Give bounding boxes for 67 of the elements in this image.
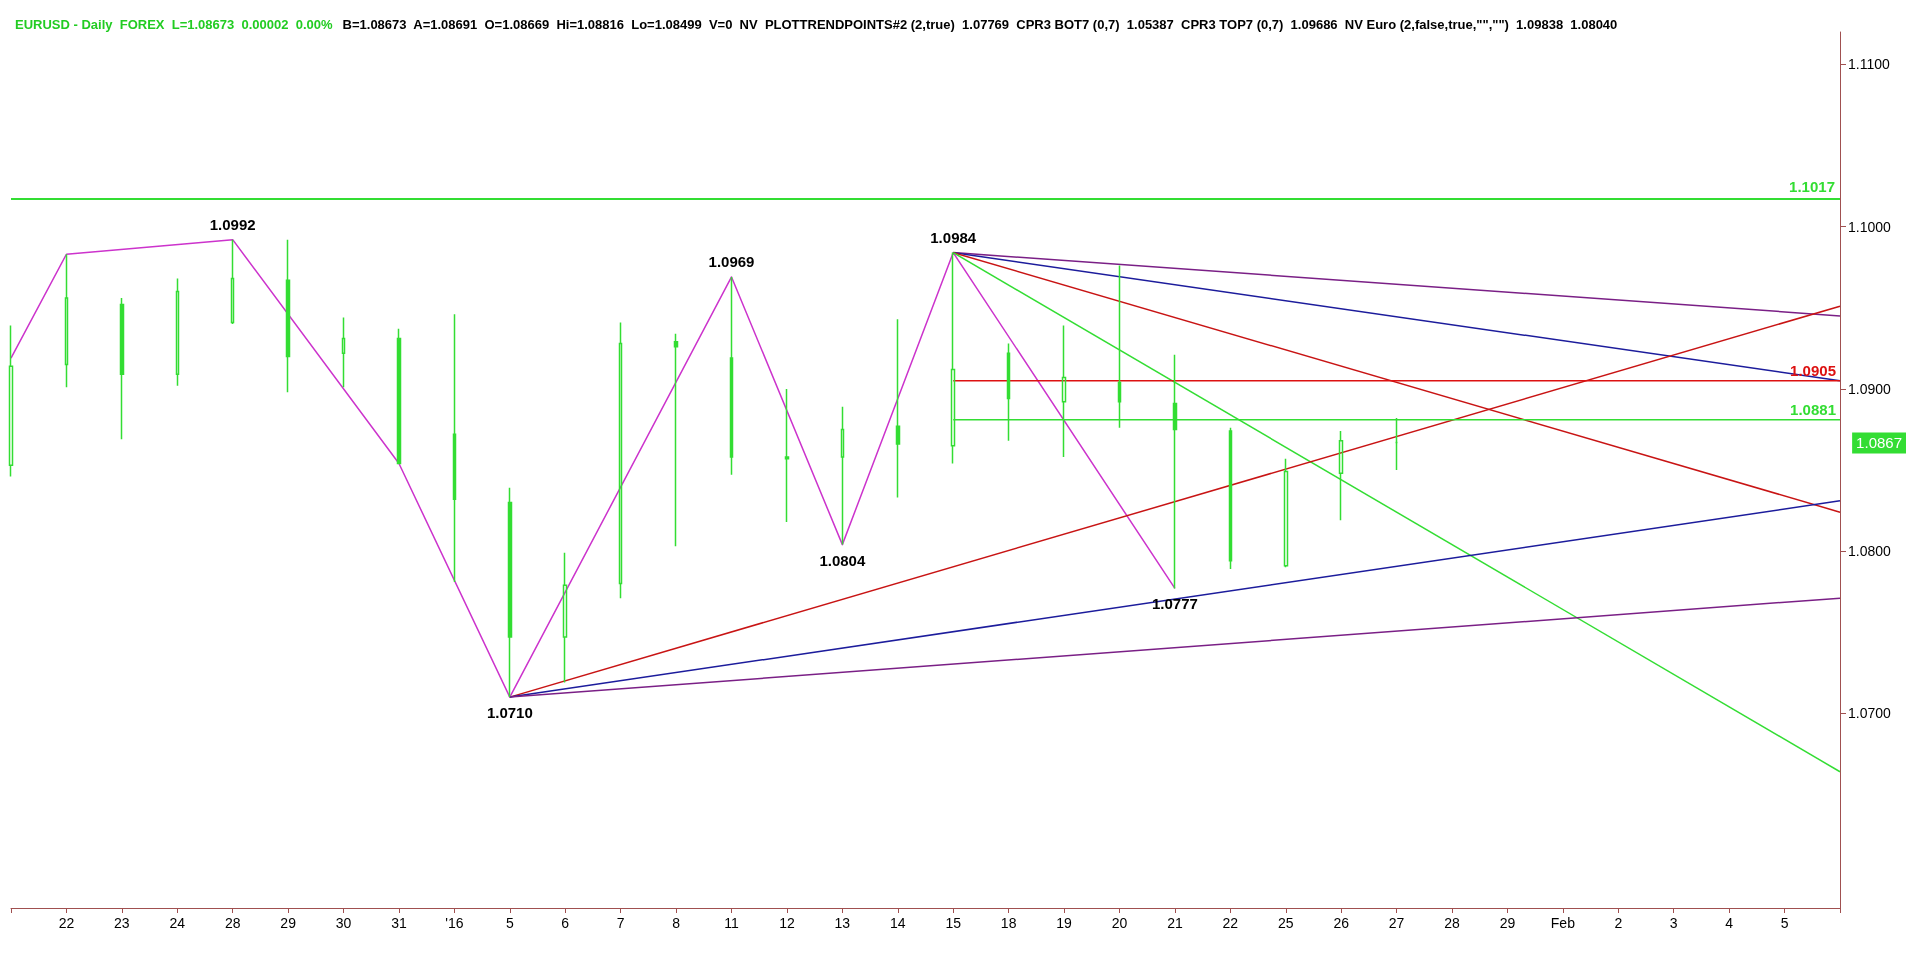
x-tick-label: 7	[616, 915, 625, 931]
chart-title: EURUSD - Daily FOREX L=1.08673 0.00002 0.00%	[15, 16, 334, 32]
y-tick-label: 1.0800	[1848, 543, 1892, 560]
candlestick	[8, 324, 14, 478]
x-tick-label: '16	[445, 915, 464, 931]
x-tick-label: 29	[280, 915, 297, 931]
data-label: 1.0969	[708, 252, 755, 270]
text: 1.0867	[1856, 434, 1903, 452]
x-tick-label: 14	[890, 915, 906, 931]
data-label: 1.0881	[1790, 400, 1836, 418]
x-tick-label: 2	[1614, 915, 1623, 931]
candlestick	[341, 316, 346, 389]
x-tick-label: 11	[724, 915, 739, 931]
candlestick	[784, 388, 790, 523]
candlestick	[840, 405, 845, 546]
x-tick-label: 26	[1333, 915, 1350, 931]
data-label: 1.0992	[209, 215, 256, 233]
candlestick	[895, 318, 901, 499]
candlestick	[507, 487, 513, 698]
x-tick-label: 27	[1388, 915, 1405, 931]
candlestick	[175, 277, 180, 387]
x-tick-label: 6	[561, 915, 570, 931]
candlestick	[1338, 430, 1344, 522]
x-tick-label: 24	[169, 915, 186, 931]
x-tick-label: 31	[391, 915, 407, 931]
x-tick-label: 5	[505, 915, 514, 931]
y-tick-label: 1.0900	[1848, 380, 1892, 397]
x-tick-label: 15	[945, 915, 962, 931]
ref-line-label: 1.1017	[1789, 178, 1835, 196]
y-tick-label: 1.0700	[1848, 705, 1892, 722]
data-label: 1.0984	[930, 228, 977, 246]
x-tick-label: 8	[672, 915, 681, 931]
x-tick-label: 20	[1111, 915, 1128, 931]
x-tick-label: 5	[1780, 915, 1789, 931]
x-tick-label: 22	[1222, 915, 1239, 931]
candlestick	[285, 238, 291, 393]
data-label: 1.0777	[1151, 595, 1198, 613]
x-tick-label: 30	[335, 915, 352, 931]
x-tick-label: 12	[779, 915, 795, 931]
candlestick	[1283, 457, 1289, 569]
x-tick-label: 28	[224, 915, 241, 931]
candlestick	[618, 321, 623, 599]
x-tick-label: Feb	[1550, 915, 1576, 931]
candlestick	[673, 332, 679, 547]
candlestick	[119, 297, 125, 440]
x-tick-label: 22	[58, 915, 75, 931]
x-tick-label: 19	[1056, 915, 1073, 931]
candlestick	[452, 313, 457, 583]
x-tick-label: 18	[1000, 915, 1017, 931]
y-tick-label: 1.1100	[1848, 56, 1890, 73]
x-tick-label: 28	[1444, 915, 1461, 931]
x-tick-label: 3	[1669, 915, 1678, 931]
data-label: 1.0804	[819, 551, 866, 569]
x-tick-label: 13	[834, 915, 851, 931]
y-tick-label: 1.1000	[1848, 218, 1892, 235]
chart-subtitle: B=1.08673 A=1.08691 O=1.08669 Hi=1.08816 Lo=1.08499 V=0 NV PLOTTRENDPOINTS#2 (2,true) 1.07769 CPR3 BOT7 (0,7) 1.05387 CPR3 TOP7 (0,7) 1.09686 NV Euro (2,false,true,"","") 1.09838 1.08040	[342, 16, 1618, 32]
candlestick	[230, 238, 235, 325]
data-label: 1.0710	[486, 704, 533, 722]
candlestick	[562, 551, 568, 684]
candlestick	[729, 276, 734, 476]
x-tick-label: 25	[1277, 915, 1294, 931]
x-tick-label: 29	[1499, 915, 1516, 931]
x-tick-label: 23	[114, 915, 130, 931]
data-label: 1.0905	[1790, 361, 1836, 379]
x-tick-label: 21	[1167, 915, 1183, 931]
x-tick-label: 4	[1725, 915, 1734, 931]
candlestick	[64, 253, 69, 389]
